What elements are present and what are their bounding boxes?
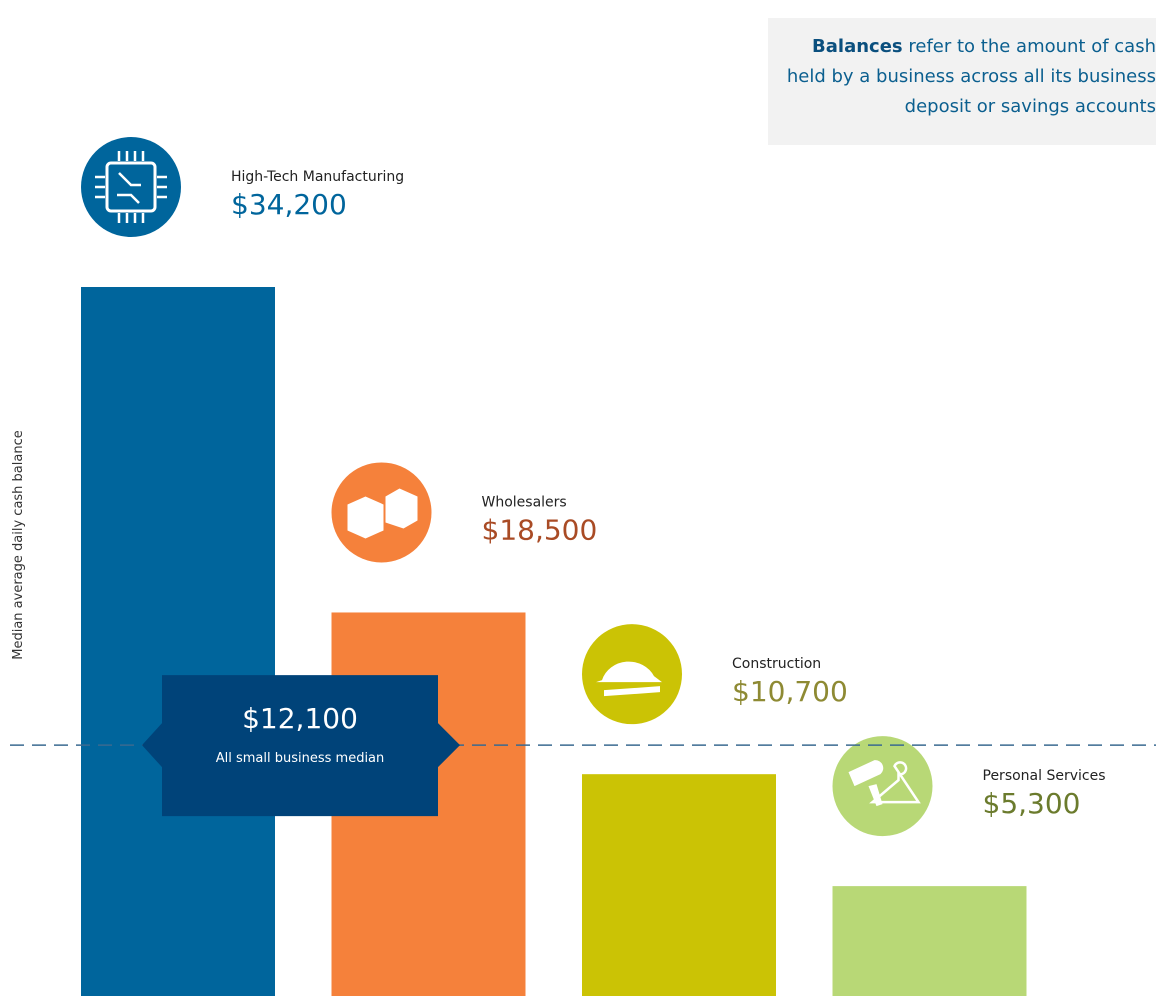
category-label: High-Tech Manufacturing (231, 169, 404, 185)
category-label: Wholesalers (482, 494, 567, 510)
value-label: $5,300 (983, 787, 1081, 820)
info-box: Balances refer to the amount of cash hel… (768, 18, 1156, 145)
bar (582, 774, 776, 996)
bar (81, 287, 275, 996)
icon-shape (596, 661, 662, 683)
icon-shape (848, 760, 884, 807)
y-axis-label: Median average daily cash balance (11, 430, 26, 659)
icon-shape (347, 488, 418, 539)
value-label: $18,500 (482, 513, 598, 546)
bar (832, 886, 1027, 996)
median-value: $12,100 (242, 702, 358, 735)
note-text: refer to the amount of cash held by a bu… (786, 36, 1156, 117)
icon-circle (832, 736, 933, 837)
icon-shape (105, 161, 157, 213)
category-label: Personal Services (983, 768, 1106, 784)
value-label: $34,200 (231, 188, 347, 221)
icon-shape (95, 151, 167, 223)
icon-circle (81, 137, 181, 237)
icon-shape (604, 686, 660, 697)
category-label: Construction (732, 656, 821, 672)
note-bold: Balances (812, 36, 903, 57)
icon-shape (869, 761, 921, 804)
median-label: All small business median (216, 751, 385, 766)
value-label: $10,700 (732, 675, 848, 708)
median-box (142, 675, 460, 817)
